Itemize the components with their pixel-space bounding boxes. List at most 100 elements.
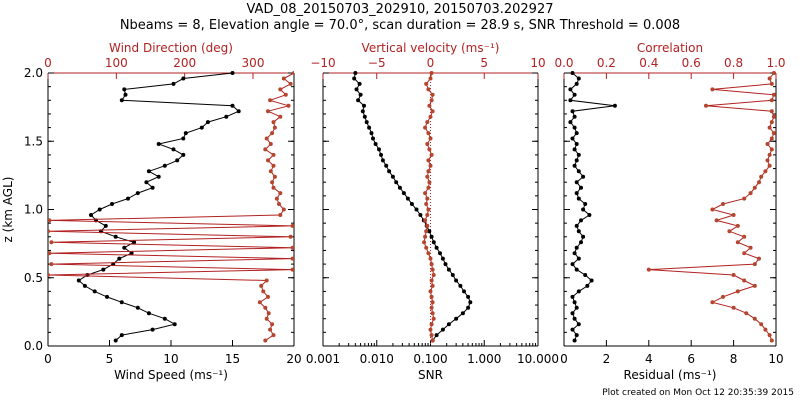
- data-point-black: [181, 136, 186, 141]
- data-point-black: [379, 152, 383, 157]
- data-point-red: [428, 76, 433, 81]
- data-point-black: [362, 114, 367, 119]
- data-point-black: [460, 311, 465, 316]
- top-tick-label: 100: [105, 56, 128, 70]
- data-point-black: [364, 120, 369, 125]
- data-point-red: [278, 114, 283, 119]
- data-point-black: [570, 262, 575, 267]
- bottom-tick-label: 15: [225, 352, 240, 366]
- data-point-black: [89, 213, 93, 217]
- data-point-black: [162, 163, 167, 168]
- data-point-red: [259, 283, 264, 288]
- data-point-red: [277, 202, 281, 206]
- data-point-red: [425, 142, 430, 146]
- data-point-red: [425, 120, 430, 125]
- series-line-red: [48, 72, 294, 341]
- data-point-red: [428, 289, 433, 294]
- data-point-black: [103, 223, 108, 228]
- data-point-red: [281, 76, 286, 81]
- data-point-black: [576, 152, 581, 157]
- data-point-black: [440, 256, 445, 261]
- data-point-black: [450, 273, 455, 277]
- plot-footer: Plot created on Mon Oct 12 20:35:39 2015: [602, 388, 794, 398]
- data-point-red: [266, 311, 271, 316]
- data-point-red: [49, 240, 54, 245]
- data-point-black: [119, 98, 124, 103]
- data-point-red: [426, 251, 431, 256]
- top-tick-label: 1.0: [766, 56, 785, 70]
- data-point-red: [271, 185, 276, 190]
- data-point-black: [429, 234, 434, 239]
- data-point-black: [570, 294, 575, 299]
- data-point-black: [183, 131, 188, 136]
- data-point-red: [278, 87, 283, 92]
- data-point-red: [263, 305, 268, 310]
- data-point-red: [721, 294, 725, 299]
- data-point-black: [579, 240, 583, 245]
- data-point-red: [765, 142, 770, 146]
- data-point-black: [443, 262, 448, 267]
- data-point-red: [430, 311, 435, 316]
- data-point-black: [181, 152, 186, 157]
- data-point-black: [146, 311, 151, 316]
- data-point-black: [126, 196, 130, 201]
- data-point-red: [759, 322, 764, 327]
- data-point-black: [581, 174, 586, 179]
- data-point-red: [426, 169, 431, 174]
- data-point-black: [572, 92, 577, 97]
- data-point-red: [429, 333, 434, 338]
- data-point-red: [266, 158, 270, 163]
- data-point-red: [425, 223, 430, 228]
- data-point-black: [224, 114, 229, 119]
- data-point-black: [587, 213, 592, 217]
- data-point-black: [146, 169, 151, 174]
- data-point-black: [466, 305, 471, 310]
- data-point-red: [742, 234, 747, 239]
- data-point-red: [771, 71, 776, 75]
- data-point-black: [76, 278, 81, 283]
- data-point-red: [424, 202, 429, 206]
- data-point-red: [425, 213, 430, 217]
- data-point-black: [380, 158, 385, 163]
- data-point-red: [767, 125, 772, 130]
- data-point-red: [757, 256, 761, 261]
- data-point-black: [135, 305, 140, 310]
- data-point-black: [574, 158, 579, 163]
- data-point-red: [426, 207, 431, 212]
- data-point-red: [431, 273, 436, 277]
- data-point-red: [423, 234, 428, 239]
- data-point-black: [171, 147, 176, 152]
- data-point-red: [268, 169, 273, 174]
- data-point-red: [769, 109, 774, 114]
- data-point-red: [765, 158, 770, 163]
- data-point-red: [646, 267, 651, 272]
- data-point-red: [271, 152, 276, 157]
- data-point-black: [373, 142, 378, 146]
- top-tick-label: 0.4: [639, 56, 658, 70]
- data-point-black: [199, 125, 204, 130]
- series-line-black: [77, 72, 240, 341]
- data-point-black: [369, 131, 374, 136]
- top-axis-label: Vertical velocity (ms⁻¹): [362, 41, 500, 55]
- data-point-black: [418, 213, 423, 217]
- data-point-red: [769, 338, 774, 343]
- data-point-black: [394, 180, 399, 185]
- data-point-black: [572, 114, 577, 119]
- data-point-red: [290, 223, 294, 228]
- bottom-axis-label: SNR: [418, 368, 443, 382]
- data-point-black: [574, 142, 579, 146]
- data-point-black: [387, 169, 392, 174]
- bottom-tick-label: 0: [560, 352, 568, 366]
- data-point-red: [427, 147, 432, 152]
- data-point-red: [757, 180, 761, 185]
- data-point-red: [272, 174, 277, 179]
- data-point-black: [377, 147, 381, 152]
- data-point-black: [574, 191, 579, 196]
- bottom-axis-label: Residual (ms⁻¹): [624, 368, 717, 382]
- data-point-black: [589, 278, 594, 283]
- data-point-red: [264, 316, 269, 321]
- data-point-red: [268, 98, 273, 103]
- data-point-red: [288, 234, 293, 239]
- bottom-tick-label: 0.100: [413, 352, 447, 366]
